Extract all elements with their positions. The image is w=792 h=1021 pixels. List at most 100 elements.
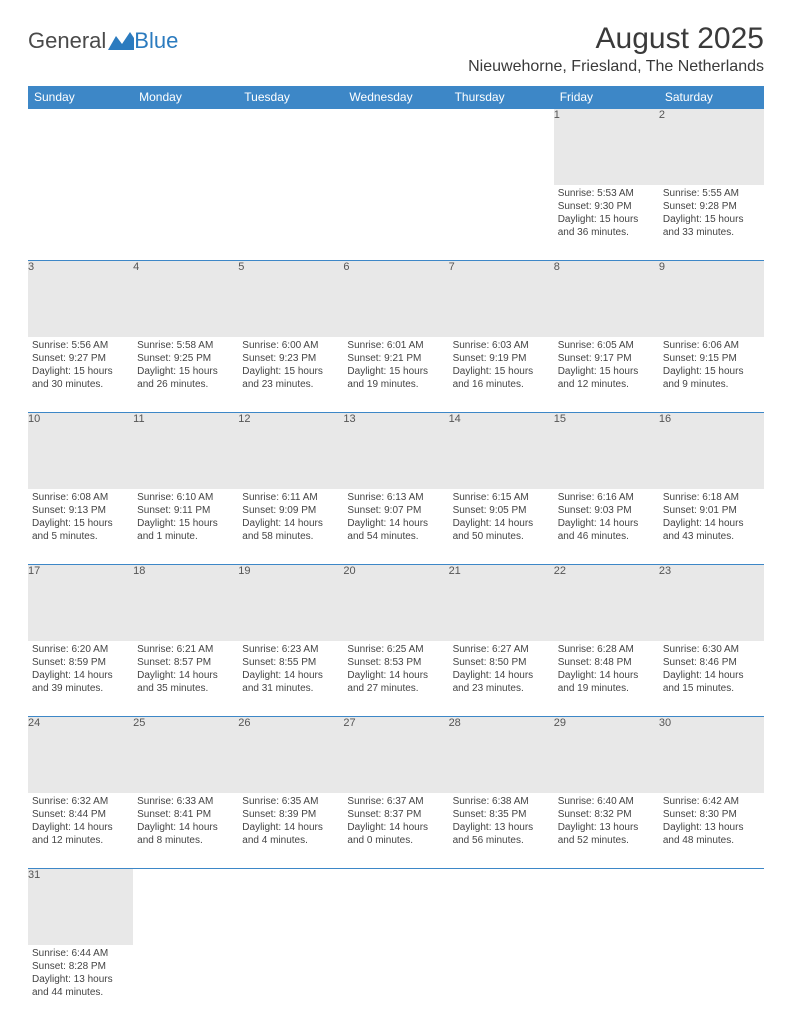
daylight-text: Daylight: 14 hours and 12 minutes. bbox=[32, 821, 129, 847]
sunset-text: Sunset: 8:46 PM bbox=[663, 656, 760, 669]
sunset-text: Sunset: 9:11 PM bbox=[137, 504, 234, 517]
day-detail-cell: Sunrise: 6:37 AMSunset: 8:37 PMDaylight:… bbox=[343, 793, 448, 869]
day-number-cell: 2 bbox=[659, 109, 764, 185]
daylight-text: Daylight: 14 hours and 35 minutes. bbox=[137, 669, 234, 695]
day-detail-cell bbox=[449, 185, 554, 261]
brand-logo: General Blue bbox=[28, 28, 178, 54]
daylight-text: Daylight: 15 hours and 33 minutes. bbox=[663, 213, 760, 239]
daylight-text: Daylight: 15 hours and 12 minutes. bbox=[558, 365, 655, 391]
day-detail-cell: Sunrise: 5:53 AMSunset: 9:30 PMDaylight:… bbox=[554, 185, 659, 261]
sunset-text: Sunset: 9:25 PM bbox=[137, 352, 234, 365]
sunrise-text: Sunrise: 6:33 AM bbox=[137, 795, 234, 808]
day-number-cell: 17 bbox=[28, 565, 133, 641]
sunrise-text: Sunrise: 5:53 AM bbox=[558, 187, 655, 200]
day-number-cell: 12 bbox=[238, 413, 343, 489]
day-number-cell: 7 bbox=[449, 261, 554, 337]
day-number-cell bbox=[449, 109, 554, 185]
day-body-row: Sunrise: 5:56 AMSunset: 9:27 PMDaylight:… bbox=[28, 337, 764, 413]
sunrise-text: Sunrise: 6:01 AM bbox=[347, 339, 444, 352]
day-number-cell: 29 bbox=[554, 717, 659, 793]
weekday-header: Monday bbox=[133, 86, 238, 109]
daylight-text: Daylight: 14 hours and 54 minutes. bbox=[347, 517, 444, 543]
day-number-cell: 22 bbox=[554, 565, 659, 641]
sunset-text: Sunset: 9:09 PM bbox=[242, 504, 339, 517]
weekday-header-row: SundayMondayTuesdayWednesdayThursdayFrid… bbox=[28, 86, 764, 109]
flag-icon bbox=[108, 32, 134, 50]
brand-part2: Blue bbox=[134, 28, 178, 54]
day-detail-cell: Sunrise: 6:18 AMSunset: 9:01 PMDaylight:… bbox=[659, 489, 764, 565]
day-detail-cell: Sunrise: 6:21 AMSunset: 8:57 PMDaylight:… bbox=[133, 641, 238, 717]
day-number-cell: 10 bbox=[28, 413, 133, 489]
day-detail-cell: Sunrise: 6:27 AMSunset: 8:50 PMDaylight:… bbox=[449, 641, 554, 717]
sunset-text: Sunset: 9:15 PM bbox=[663, 352, 760, 365]
day-number-cell: 11 bbox=[133, 413, 238, 489]
day-detail-cell: Sunrise: 5:58 AMSunset: 9:25 PMDaylight:… bbox=[133, 337, 238, 413]
sunrise-text: Sunrise: 6:06 AM bbox=[663, 339, 760, 352]
day-number-cell bbox=[238, 109, 343, 185]
sunrise-text: Sunrise: 6:05 AM bbox=[558, 339, 655, 352]
day-detail-cell: Sunrise: 6:05 AMSunset: 9:17 PMDaylight:… bbox=[554, 337, 659, 413]
day-detail-cell: Sunrise: 6:33 AMSunset: 8:41 PMDaylight:… bbox=[133, 793, 238, 869]
day-number-cell: 28 bbox=[449, 717, 554, 793]
sunrise-text: Sunrise: 5:55 AM bbox=[663, 187, 760, 200]
day-number-cell: 18 bbox=[133, 565, 238, 641]
day-number-cell: 25 bbox=[133, 717, 238, 793]
day-detail-cell: Sunrise: 6:06 AMSunset: 9:15 PMDaylight:… bbox=[659, 337, 764, 413]
daylight-text: Daylight: 14 hours and 19 minutes. bbox=[558, 669, 655, 695]
day-detail-cell: Sunrise: 6:25 AMSunset: 8:53 PMDaylight:… bbox=[343, 641, 448, 717]
sunset-text: Sunset: 8:39 PM bbox=[242, 808, 339, 821]
day-body-row: Sunrise: 6:20 AMSunset: 8:59 PMDaylight:… bbox=[28, 641, 764, 717]
daylight-text: Daylight: 15 hours and 23 minutes. bbox=[242, 365, 339, 391]
daylight-text: Daylight: 14 hours and 4 minutes. bbox=[242, 821, 339, 847]
day-detail-cell: Sunrise: 6:16 AMSunset: 9:03 PMDaylight:… bbox=[554, 489, 659, 565]
day-detail-cell: Sunrise: 5:55 AMSunset: 9:28 PMDaylight:… bbox=[659, 185, 764, 261]
day-number-cell bbox=[238, 869, 343, 945]
daylight-text: Daylight: 15 hours and 30 minutes. bbox=[32, 365, 129, 391]
day-number-cell: 9 bbox=[659, 261, 764, 337]
sunset-text: Sunset: 9:28 PM bbox=[663, 200, 760, 213]
daylight-text: Daylight: 15 hours and 16 minutes. bbox=[453, 365, 550, 391]
location: Nieuwehorne, Friesland, The Netherlands bbox=[468, 58, 764, 76]
day-detail-cell bbox=[238, 945, 343, 1021]
day-number-cell: 30 bbox=[659, 717, 764, 793]
sunset-text: Sunset: 9:13 PM bbox=[32, 504, 129, 517]
sunset-text: Sunset: 9:21 PM bbox=[347, 352, 444, 365]
day-detail-cell: Sunrise: 6:35 AMSunset: 8:39 PMDaylight:… bbox=[238, 793, 343, 869]
sunrise-text: Sunrise: 6:32 AM bbox=[32, 795, 129, 808]
day-number-cell: 20 bbox=[343, 565, 448, 641]
sunset-text: Sunset: 8:55 PM bbox=[242, 656, 339, 669]
daylight-text: Daylight: 14 hours and 39 minutes. bbox=[32, 669, 129, 695]
day-detail-cell: Sunrise: 6:03 AMSunset: 9:19 PMDaylight:… bbox=[449, 337, 554, 413]
day-detail-cell: Sunrise: 6:01 AMSunset: 9:21 PMDaylight:… bbox=[343, 337, 448, 413]
day-detail-cell: Sunrise: 6:20 AMSunset: 8:59 PMDaylight:… bbox=[28, 641, 133, 717]
daylight-text: Daylight: 15 hours and 5 minutes. bbox=[32, 517, 129, 543]
daylight-text: Daylight: 14 hours and 58 minutes. bbox=[242, 517, 339, 543]
day-number-cell: 15 bbox=[554, 413, 659, 489]
sunset-text: Sunset: 9:03 PM bbox=[558, 504, 655, 517]
sunset-text: Sunset: 9:30 PM bbox=[558, 200, 655, 213]
sunrise-text: Sunrise: 6:35 AM bbox=[242, 795, 339, 808]
daylight-text: Daylight: 14 hours and 0 minutes. bbox=[347, 821, 444, 847]
sunrise-text: Sunrise: 6:20 AM bbox=[32, 643, 129, 656]
daynum-row: 12 bbox=[28, 109, 764, 185]
day-detail-cell: Sunrise: 6:44 AMSunset: 8:28 PMDaylight:… bbox=[28, 945, 133, 1021]
day-number-cell bbox=[449, 869, 554, 945]
day-detail-cell bbox=[449, 945, 554, 1021]
day-number-cell: 1 bbox=[554, 109, 659, 185]
day-detail-cell bbox=[659, 945, 764, 1021]
daylight-text: Daylight: 14 hours and 8 minutes. bbox=[137, 821, 234, 847]
weekday-header: Thursday bbox=[449, 86, 554, 109]
sunset-text: Sunset: 8:59 PM bbox=[32, 656, 129, 669]
day-detail-cell: Sunrise: 6:28 AMSunset: 8:48 PMDaylight:… bbox=[554, 641, 659, 717]
day-detail-cell: Sunrise: 6:38 AMSunset: 8:35 PMDaylight:… bbox=[449, 793, 554, 869]
sunrise-text: Sunrise: 6:10 AM bbox=[137, 491, 234, 504]
day-number-cell: 24 bbox=[28, 717, 133, 793]
sunrise-text: Sunrise: 6:15 AM bbox=[453, 491, 550, 504]
daylight-text: Daylight: 15 hours and 36 minutes. bbox=[558, 213, 655, 239]
sunrise-text: Sunrise: 6:00 AM bbox=[242, 339, 339, 352]
day-detail-cell bbox=[238, 185, 343, 261]
sunrise-text: Sunrise: 6:16 AM bbox=[558, 491, 655, 504]
sunset-text: Sunset: 8:37 PM bbox=[347, 808, 444, 821]
day-body-row: Sunrise: 6:32 AMSunset: 8:44 PMDaylight:… bbox=[28, 793, 764, 869]
sunset-text: Sunset: 9:07 PM bbox=[347, 504, 444, 517]
